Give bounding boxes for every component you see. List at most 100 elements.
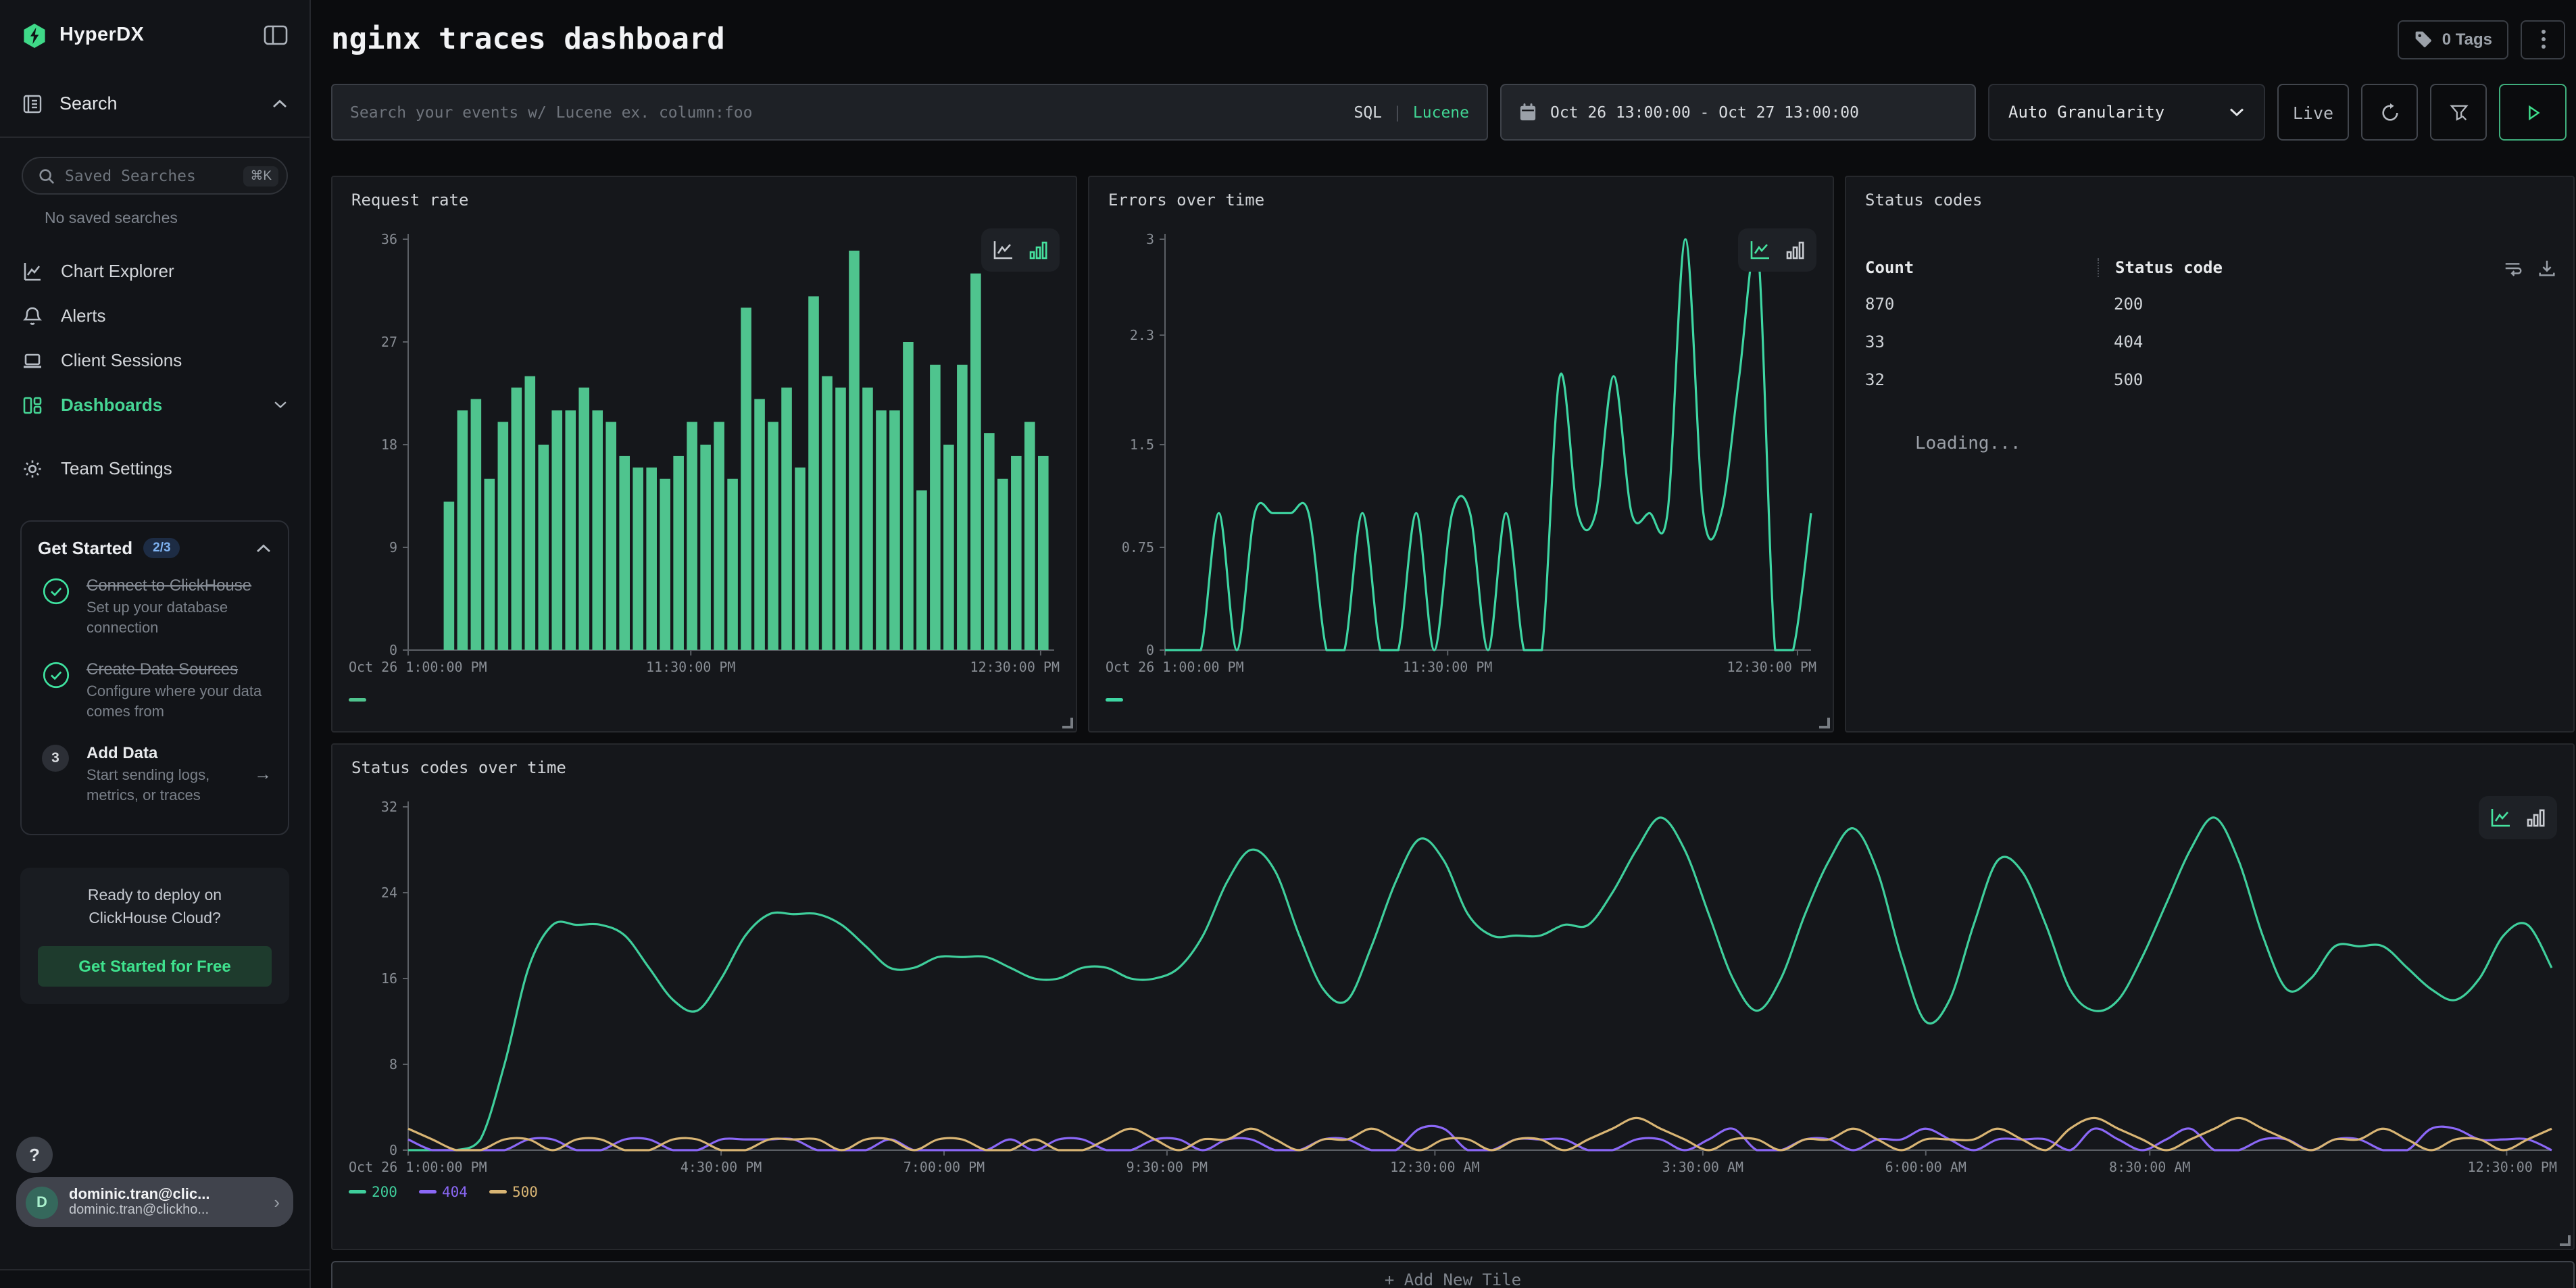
panel-title: Errors over time (1108, 191, 1265, 209)
panel-resize-handle[interactable] (1819, 718, 1830, 728)
line-chart-toggle-icon[interactable] (1748, 239, 1771, 262)
get-started-free-button[interactable]: Get Started for Free (38, 946, 272, 987)
sidebar-item-team-settings[interactable]: Team Settings (0, 446, 309, 491)
svg-text:500: 500 (512, 1184, 538, 1200)
sidebar-item-dashboards[interactable]: Dashboards (0, 382, 309, 427)
column-header-status-code[interactable]: Status code (2098, 258, 2503, 277)
run-query-button[interactable] (2499, 84, 2567, 141)
svg-text:24: 24 (381, 885, 397, 901)
check-circle-icon (42, 662, 69, 688)
get-started-card: Get Started 2/3 Connect to ClickHouse Se… (20, 520, 289, 835)
calendar-icon (1520, 103, 1536, 121)
controls-row: Search your events w/ Lucene ex. column:… (331, 84, 2567, 141)
svg-text:0: 0 (389, 1142, 397, 1158)
panel-status-codes: Status codes Count Status code 870 200 (1845, 176, 2575, 733)
status-codes-over-time-chart[interactable]: 32 24 16 8 0 Oct 26 1:00:00 PM 4:30:00 PM 7:00:… (346, 793, 2560, 1241)
errors-chart[interactable]: 3 2.3 1.5 0.75 0 Oct 26 1:00:00 PM 11:30:00 PM… (1103, 226, 1819, 723)
sql-toggle[interactable]: SQL (1354, 103, 1383, 122)
svg-text:12:30:00 PM: 12:30:00 PM (2468, 1159, 2557, 1175)
dashboard-menu-button[interactable] (2521, 20, 2565, 59)
tags-button[interactable]: 0 Tags (2397, 20, 2508, 59)
bar-chart-toggle-icon[interactable] (1026, 239, 1049, 262)
user-menu[interactable]: D dominic.tran@clic... dominic.tran@clic… (16, 1177, 293, 1227)
svg-text:16: 16 (381, 970, 397, 987)
panel-resize-handle[interactable] (2560, 1235, 2571, 1246)
get-started-step-1: Connect to ClickHouse Set up your databa… (38, 574, 272, 639)
sidebar: HyperDX Search Saved Searches ⌘K No save… (0, 0, 311, 1288)
search-section-label: Search (59, 93, 118, 114)
live-button[interactable]: Live (2277, 84, 2349, 141)
panel-request-rate: Request rate 36 27 18 9 0 Oct 26 1:00:00 PM 11… (331, 176, 1077, 733)
panel-title: Request rate (351, 191, 469, 209)
sidebar-collapse-icon[interactable] (264, 24, 288, 46)
svg-text:0: 0 (389, 642, 397, 658)
sidebar-item-chart-explorer[interactable]: Chart Explorer (0, 249, 309, 293)
svg-text:200: 200 (372, 1184, 397, 1200)
date-range-value: Oct 26 13:00:00 - Oct 27 13:00:00 (1550, 103, 1859, 122)
column-header-count[interactable]: Count (1865, 258, 1914, 277)
panel-resize-handle[interactable] (1062, 718, 1073, 728)
svg-text:4:30:00 PM: 4:30:00 PM (680, 1159, 762, 1175)
date-range-input[interactable]: Oct 26 13:00:00 - Oct 27 13:00:00 (1500, 84, 1976, 141)
svg-text:3:30:00 AM: 3:30:00 AM (1662, 1159, 1743, 1175)
chevron-up-icon (273, 99, 287, 107)
refresh-button[interactable] (2361, 84, 2418, 141)
nav-label: Chart Explorer (61, 261, 174, 281)
bar-chart-toggle-icon[interactable] (1783, 239, 1806, 262)
lucene-toggle[interactable]: Lucene (1412, 103, 1469, 122)
svg-text:11:30:00 PM: 11:30:00 PM (1403, 659, 1492, 675)
help-button[interactable]: ? (16, 1137, 53, 1173)
table-row[interactable]: 870 200 (1865, 285, 2557, 323)
get-started-progress-badge: 2/3 (143, 538, 180, 558)
request-rate-chart[interactable]: 36 27 18 9 0 Oct 26 1:00:00 PM 11:30:00 PM 12:3… (346, 226, 1062, 723)
laptop-icon (24, 353, 41, 368)
svg-text:8: 8 (389, 1056, 397, 1072)
deploy-card: Ready to deploy on ClickHouse Cloud? Get… (20, 867, 289, 1005)
bar-chart-toggle-icon[interactable] (2524, 806, 2547, 829)
chevron-up-icon[interactable] (255, 543, 272, 553)
sidebar-footer (0, 1269, 309, 1288)
filter-button[interactable] (2430, 84, 2487, 141)
saved-searches-input[interactable]: Saved Searches ⌘K (22, 157, 288, 195)
chart-type-toggle (981, 228, 1060, 272)
line-chart-toggle-icon[interactable] (991, 239, 1014, 262)
add-new-tile-button[interactable]: + Add New Tile (331, 1261, 2575, 1288)
sidebar-section-search[interactable]: Search (0, 70, 309, 138)
chart-explorer-icon (24, 262, 41, 280)
nav-label: Team Settings (61, 458, 172, 478)
nav-label: Client Sessions (61, 350, 182, 370)
svg-text:Oct 26 1:00:00 PM: Oct 26 1:00:00 PM (1106, 659, 1244, 675)
check-circle-icon (42, 578, 69, 605)
sidebar-item-client-sessions[interactable]: Client Sessions (0, 338, 309, 382)
svg-text:1.5: 1.5 (1130, 437, 1154, 453)
deploy-line-1: Ready to deploy on (87, 887, 222, 904)
tag-icon (2415, 31, 2431, 47)
get-started-step-3[interactable]: 3 Add Data Start sending logs, metrics, … (38, 742, 272, 807)
search-section-icon (23, 94, 42, 113)
granularity-select[interactable]: Auto Granularity (1988, 84, 2265, 141)
sidebar-item-alerts[interactable]: Alerts (0, 293, 309, 338)
dashboards-icon (23, 396, 42, 414)
table-row[interactable]: 33 404 (1865, 323, 2557, 361)
deploy-line-2: ClickHouse Cloud? (89, 910, 221, 927)
svg-text:3: 3 (1146, 231, 1154, 247)
user-email: dominic.tran@clickho... (69, 1203, 209, 1218)
line-chart-toggle-icon[interactable] (2489, 806, 2512, 829)
chart-type-toggle (1738, 228, 1816, 272)
brand-name: HyperDX (59, 24, 145, 46)
table-row[interactable]: 32 500 (1865, 361, 2557, 399)
get-started-title: Get Started (38, 538, 133, 558)
wrap-lines-icon[interactable] (2503, 257, 2523, 278)
svg-text:11:30:00 PM: 11:30:00 PM (646, 659, 735, 675)
avatar: D (26, 1186, 58, 1218)
cell-count: 33 (1865, 332, 1885, 351)
event-search-input[interactable]: Search your events w/ Lucene ex. column:… (331, 84, 1488, 141)
page-header: nginx traces dashboard 0 Tags (331, 16, 2565, 62)
no-saved-searches-text: No saved searches (45, 211, 178, 227)
panel-title: Status codes (1865, 191, 1983, 209)
download-icon[interactable] (2537, 257, 2557, 278)
step-title: Connect to ClickHouse (86, 576, 252, 595)
